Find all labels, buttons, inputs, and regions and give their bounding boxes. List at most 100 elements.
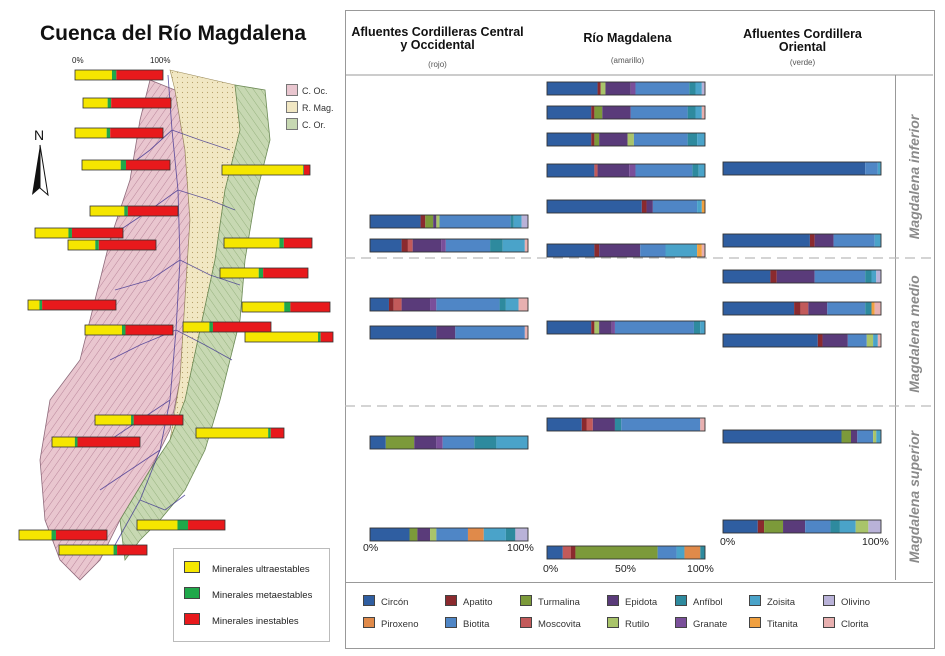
segment-rutilo (436, 215, 440, 228)
axis-tick-100-col2: 100% (687, 563, 714, 575)
column-title-oriental: Afluentes Cordillera Oriental (743, 27, 862, 54)
legend-label: Rutilo (625, 619, 650, 630)
stability-bar (34, 227, 124, 239)
segment-rutilo (627, 133, 634, 146)
segment-epidota (814, 234, 834, 247)
dot-swatch-icon (286, 101, 298, 113)
mineral-bar-outline (722, 333, 882, 348)
segment-apatito (794, 302, 801, 315)
mineral-bar (546, 105, 706, 120)
segment-apatito (401, 239, 408, 252)
stability-bar-outline (182, 321, 272, 333)
segment-circón (547, 106, 592, 119)
segment-turmalina (385, 436, 415, 449)
segment-epidota (605, 82, 631, 95)
stability-bar (81, 159, 171, 171)
mineral-bar (546, 545, 706, 560)
ultraestables-segment (220, 268, 259, 278)
segment-biotita (657, 546, 677, 559)
scale-start-label: 0% (72, 56, 84, 65)
segment-circón (723, 334, 818, 347)
mineral-bar-outline (722, 301, 882, 316)
mineral-bar-outline (722, 519, 882, 534)
ultraestables-segment (75, 70, 112, 80)
mineral-bar-outline (369, 325, 529, 340)
north-arrow-icon (32, 144, 49, 197)
metaestables-segment (106, 128, 111, 138)
segment-zoisita (665, 244, 698, 257)
stability-bar (223, 237, 313, 249)
mineral-bar-outline (546, 199, 706, 214)
legend-swatch-icon (823, 617, 835, 628)
segment-epidota (599, 133, 628, 146)
segment-clorita (701, 106, 705, 119)
metaestables-segment (95, 240, 99, 250)
segment-circón (723, 162, 866, 175)
segment-apatito (591, 133, 595, 146)
inestables-segment (212, 322, 271, 332)
mineral-bar (546, 320, 706, 335)
legend-turmalina: Turmalina (520, 595, 580, 608)
inestables-segment (126, 160, 170, 170)
stability-bar-outline (74, 69, 164, 81)
segment-biotita (847, 334, 867, 347)
legend-swatch-icon (823, 595, 835, 606)
segment-epidota (414, 436, 437, 449)
ultraestables-segment (59, 545, 114, 555)
mineral-bar (722, 269, 882, 284)
segment-epidota (592, 418, 615, 431)
segment-circón (370, 239, 402, 252)
mineral-bar-outline (369, 297, 529, 312)
segment-granate (629, 164, 636, 177)
segment-epidota (776, 270, 815, 283)
segment-biotita (439, 215, 511, 228)
column-title-rio-magdalena: Río Magdalena (583, 31, 672, 45)
stability-bar (18, 529, 108, 541)
legend-swatch-icon (445, 595, 457, 606)
stability-bar (221, 164, 311, 176)
segment-titanita (701, 200, 705, 213)
segment-anfíbol (687, 133, 698, 146)
segment-anfíbol (689, 82, 696, 95)
segment-apatito (420, 215, 426, 228)
segment-epidota (436, 326, 456, 339)
segment-anfíbol (490, 239, 503, 252)
segment-zoisita (877, 162, 881, 175)
stability-bar-outline (18, 529, 108, 541)
legend-ultraestables: Minerales ultraestables (184, 561, 310, 575)
segment-circón (370, 215, 421, 228)
segment-circón (547, 321, 592, 334)
segment-turmalina (409, 528, 418, 541)
mineral-bar (369, 435, 529, 450)
segment-zoisita (496, 436, 528, 449)
stability-bar (58, 544, 148, 556)
segment-epidota (597, 164, 630, 177)
metaestables-segment (302, 165, 304, 175)
mineral-bars (369, 81, 882, 560)
legend-label: Anfíbol (693, 597, 723, 608)
mineral-bars-chart (345, 74, 933, 560)
segment-zoisita (502, 239, 525, 252)
ultraestables-segment (68, 240, 96, 250)
segment-granate (430, 298, 437, 311)
stability-bar-outline (82, 97, 172, 109)
inestables-segment (116, 70, 163, 80)
legend-label: Circón (381, 597, 409, 608)
stability-bars (18, 69, 334, 556)
legend-anfíbol: Anfíbol (675, 595, 723, 608)
legend-swatch-icon (607, 595, 619, 606)
inestables-segment (133, 415, 183, 425)
stability-bar-outline (81, 159, 171, 171)
segment-biotita (630, 106, 688, 119)
segment-granate (630, 82, 636, 95)
legend-swatch-icon (363, 617, 375, 628)
segment-moscovita (562, 546, 571, 559)
segment-piroxeno (684, 546, 701, 559)
inestables-segment (111, 98, 171, 108)
ultraestables-segment (222, 165, 303, 175)
inestables-segment (42, 300, 116, 310)
legend-rutilo: Rutilo (607, 617, 649, 630)
mineral-bar-outline (546, 417, 706, 432)
stability-bar-outline (223, 237, 313, 249)
mineral-bar (546, 417, 706, 432)
